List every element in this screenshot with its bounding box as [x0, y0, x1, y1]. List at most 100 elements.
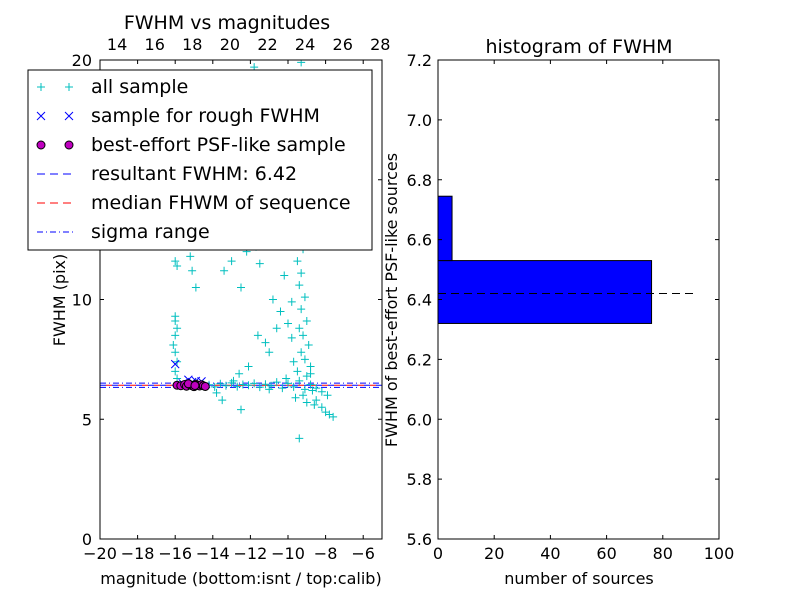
plus-marker	[265, 348, 274, 357]
plus-marker	[310, 400, 319, 409]
x-axis-label: number of sources	[504, 569, 654, 588]
plus-marker	[229, 376, 238, 385]
legend-label: sample for rough FWHM	[91, 105, 320, 127]
top-x-tick-label: 18	[182, 35, 202, 54]
top-x-tick-label: 24	[295, 35, 315, 54]
x-axis-label: magnitude (bottom:isnt / top:calib)	[100, 569, 381, 588]
plus-marker	[299, 391, 308, 400]
y-tick-label: 0	[82, 530, 92, 549]
scatter-plot: −20 −18 −16 −14 −12 −10 −8 −6 14 16 18 20 22 24 26 28 0 5…	[27, 12, 390, 588]
plus-marker	[221, 381, 230, 390]
y-tick-label: 5.6	[407, 530, 432, 549]
plus-marker	[280, 271, 289, 280]
plus-marker	[169, 341, 178, 350]
plus-marker	[235, 369, 244, 378]
plus-marker	[295, 376, 304, 385]
plus-marker	[37, 83, 45, 91]
plus-marker	[244, 381, 253, 390]
plus-marker	[267, 381, 276, 390]
x-marker	[36, 111, 46, 121]
plus-marker	[300, 355, 309, 364]
legend-label: median FHWM of sequence	[91, 192, 351, 214]
x-tick-label: 60	[596, 544, 616, 563]
plus-marker	[287, 297, 296, 306]
plus-marker	[188, 266, 197, 275]
plus-marker	[171, 257, 180, 266]
plus-marker	[237, 405, 245, 414]
top-x-tick-label: 26	[333, 35, 353, 54]
plus-marker	[297, 305, 306, 314]
y-tick-label: 6.6	[407, 231, 432, 250]
legend-box	[27, 69, 373, 251]
plus-marker	[227, 378, 236, 387]
plus-marker	[295, 434, 304, 443]
y-tick-label: 6.0	[407, 410, 432, 429]
plus-marker	[291, 393, 300, 402]
plus-marker	[272, 324, 281, 333]
plus-marker	[317, 387, 326, 396]
x-tick-label: −14	[196, 544, 230, 563]
y-tick-label: 6.2	[407, 350, 432, 369]
x-tick-label: −6	[351, 544, 375, 563]
plus-marker	[295, 281, 304, 290]
plus-marker	[297, 269, 306, 278]
legend-label: resultant FWHM: 6.42	[91, 163, 297, 185]
top-x-tick-label: 28	[370, 35, 390, 54]
plus-marker	[284, 319, 292, 328]
plus-marker	[300, 385, 309, 394]
y-tick-label: 7.0	[407, 111, 432, 130]
plus-marker	[268, 295, 277, 304]
legend-item: resultant FWHM: 6.42	[37, 163, 297, 185]
x-tick-label: −20	[83, 544, 117, 563]
x-tick-label: 0	[433, 544, 443, 563]
x-tick-label: −12	[234, 544, 268, 563]
plus-marker	[65, 83, 73, 91]
x-tick-label: −10	[271, 544, 305, 563]
chart-title: FWHM vs magnitudes	[124, 12, 330, 34]
legend-label: sigma range	[91, 221, 210, 243]
legend-label: all sample	[91, 76, 188, 98]
plus-marker	[293, 257, 302, 266]
plus-marker	[191, 283, 200, 292]
plus-marker	[173, 261, 182, 270]
plus-marker	[289, 357, 298, 366]
plus-marker	[227, 257, 236, 266]
plus-marker	[212, 388, 221, 397]
top-x-tick-label: 16	[145, 35, 165, 54]
plus-marker	[210, 382, 219, 391]
x-marker	[64, 111, 74, 121]
histogram-plot: 0 20 40 60 80 100 5.6 5.8 6.0 6.2 6.4 6.6 6.8 7.0 7.2 h…	[382, 36, 734, 588]
y-tick-label: 6.8	[407, 171, 432, 190]
y-tick-label: 10	[72, 291, 92, 310]
legend-item: best-effort PSF-like sample	[36, 134, 346, 156]
plus-marker	[302, 398, 311, 407]
plus-marker	[244, 362, 253, 371]
legend: all sample sample for rough FWHM best-effo…	[27, 69, 373, 251]
plus-marker	[312, 384, 321, 393]
top-x-tick-label: 20	[220, 35, 240, 54]
y-tick-label: 7.2	[407, 51, 432, 70]
plus-marker	[289, 382, 298, 391]
histogram-bar	[437, 195, 453, 262]
plus-marker	[250, 379, 259, 388]
chart-title: histogram of FWHM	[485, 36, 672, 58]
plus-marker	[220, 266, 229, 275]
plus-marker	[297, 348, 306, 357]
y-axis-label: FWHM of best-effort PSF-like sources	[382, 153, 401, 447]
x-tick-label: 40	[540, 544, 560, 563]
plus-marker	[261, 380, 270, 389]
plus-marker	[300, 293, 309, 302]
legend-item: median FHWM of sequence	[37, 192, 351, 214]
plus-marker	[238, 380, 247, 389]
y-tick-label: 6.4	[407, 291, 432, 310]
plus-marker	[171, 331, 180, 340]
legend-item: sample for rough FWHM	[36, 105, 320, 127]
plus-marker	[278, 384, 287, 393]
plus-marker	[171, 317, 180, 326]
plus-marker	[329, 412, 338, 421]
circle-marker	[36, 140, 46, 150]
x-tick-label: 100	[704, 544, 735, 563]
plus-marker	[306, 362, 315, 371]
